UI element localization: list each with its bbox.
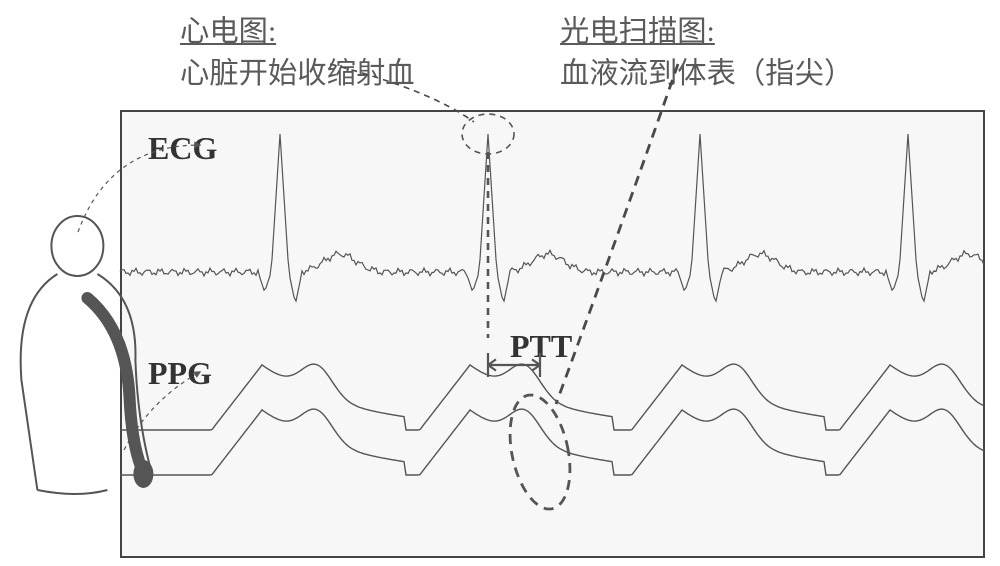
ecg-signal-label: ECG xyxy=(148,130,217,167)
ptt-label: PTT xyxy=(510,328,572,365)
ppg-label-title: 光电扫描图: xyxy=(560,8,853,50)
ppg-signal-label: PPG xyxy=(148,355,212,392)
ppg-label-sub: 血液流到体表（指尖） xyxy=(560,50,853,92)
ecg-label-sub: 心脏开始收缩射血 xyxy=(180,50,415,92)
ecg-label-block: 心电图: 心脏开始收缩射血 xyxy=(180,8,415,92)
ecg-label-title: 心电图: xyxy=(180,8,415,50)
ppg-label-block: 光电扫描图: 血液流到体表（指尖） xyxy=(560,8,853,92)
